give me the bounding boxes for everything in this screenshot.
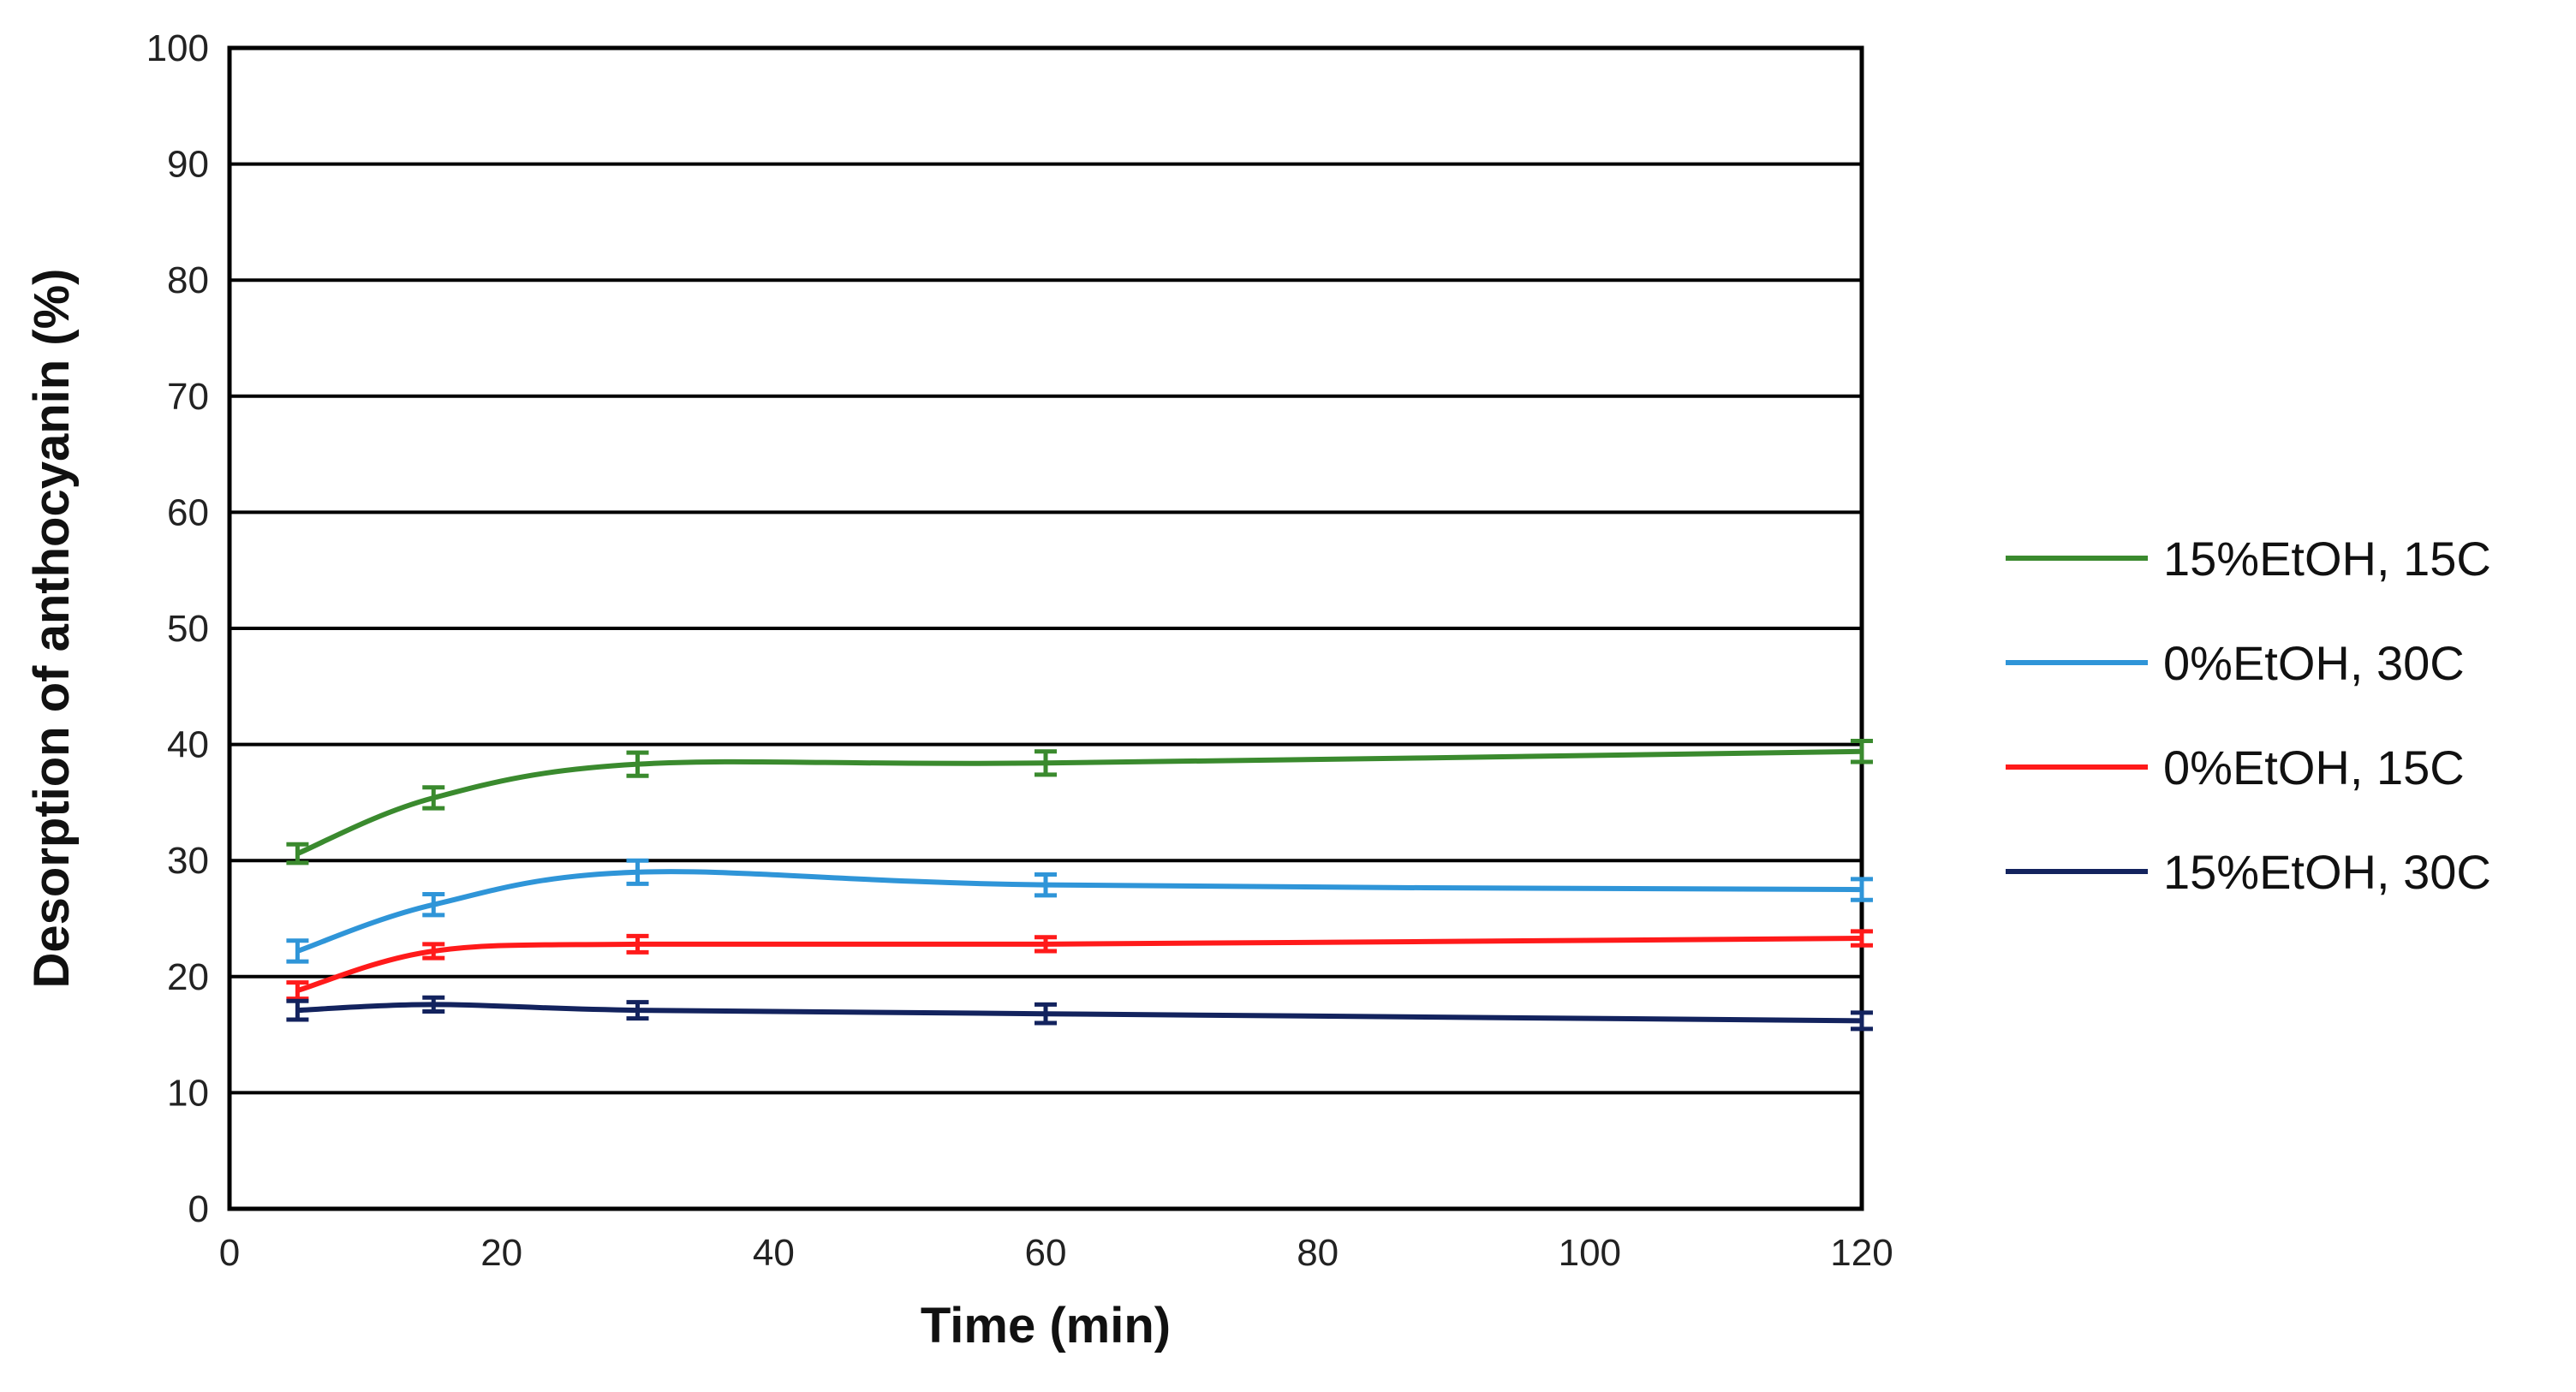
series-15-etoh-30c: [286, 995, 1873, 1032]
error-bar: [1035, 871, 1057, 898]
x-tick-label: 120: [1830, 1232, 1893, 1274]
legend-label: 15%EtOH, 15C: [2163, 532, 2491, 586]
y-tick-label: 80: [167, 259, 209, 301]
x-axis-title: Time (min): [921, 1298, 1171, 1353]
error-bar: [1851, 877, 1873, 902]
y-tick-label: 100: [146, 27, 209, 69]
y-tick-label: 70: [167, 376, 209, 418]
legend: 15%EtOH, 15C 0%EtOH, 30C 0%EtOH, 15C 15%EtO…: [2006, 532, 2491, 899]
data-series: [286, 739, 1873, 1032]
error-bar: [626, 1000, 649, 1021]
error-bar: [286, 938, 309, 964]
series-15-etoh-15c: [286, 739, 1873, 866]
error-bar: [422, 942, 445, 961]
x-tick-label: 0: [219, 1232, 240, 1274]
y-tick-label: 30: [167, 840, 209, 882]
legend-item: 15%EtOH, 30C: [2006, 845, 2491, 899]
series-0-etoh-15c: [286, 929, 1873, 1002]
error-bar: [286, 842, 309, 866]
x-tick-label: 20: [480, 1232, 522, 1274]
x-tick-label: 60: [1025, 1232, 1067, 1274]
y-axis-ticks: 0 10 20 30 40 50 60 70 80 90 100: [146, 27, 209, 1230]
error-bar: [422, 892, 445, 918]
y-tick-label: 10: [167, 1072, 209, 1114]
legend-item: 0%EtOH, 30C: [2006, 636, 2465, 690]
error-bar: [1035, 749, 1057, 777]
y-tick-label: 0: [188, 1188, 209, 1230]
error-bar: [286, 980, 309, 1002]
error-bar: [626, 933, 649, 955]
error-bar: [422, 785, 445, 811]
error-bar: [1851, 929, 1873, 948]
x-tick-label: 100: [1559, 1232, 1621, 1274]
series-0-etoh-30c: [286, 858, 1873, 964]
legend-label: 0%EtOH, 15C: [2163, 741, 2465, 794]
y-tick-label: 40: [167, 724, 209, 766]
y-tick-label: 50: [167, 608, 209, 650]
error-bar: [1035, 1002, 1057, 1026]
plot-area-border: [227, 45, 1864, 1211]
error-bar: [286, 998, 309, 1022]
error-bar: [1851, 739, 1873, 764]
error-bar: [1035, 935, 1057, 954]
error-bar: [1851, 1010, 1873, 1032]
legend-item: 0%EtOH, 15C: [2006, 741, 2465, 794]
x-axis-ticks: 0 20 40 60 80 100 120: [219, 1232, 1893, 1274]
legend-label: 15%EtOH, 30C: [2163, 845, 2491, 899]
legend-item: 15%EtOH, 15C: [2006, 532, 2491, 586]
y-tick-label: 90: [167, 144, 209, 186]
x-tick-label: 40: [753, 1232, 795, 1274]
error-bar: [422, 995, 445, 1014]
x-tick-label: 80: [1297, 1232, 1339, 1274]
error-bar: [626, 858, 649, 886]
y-axis-title: Desorption of anthocyanin (%): [24, 269, 80, 989]
legend-label: 0%EtOH, 30C: [2163, 636, 2465, 690]
y-tick-label: 60: [167, 491, 209, 533]
y-tick-label: 20: [167, 956, 209, 998]
error-bar: [626, 750, 649, 778]
